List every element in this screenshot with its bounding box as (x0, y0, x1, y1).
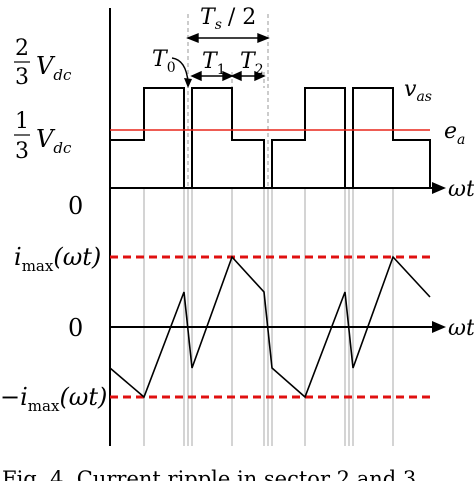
figure-caption: Fig. 4. Current ripple in sector 2 and 3… (2, 467, 423, 481)
current-axis-arrow (432, 321, 446, 333)
two-thirds-vdc-label: 2 3 Vdc (14, 36, 72, 90)
zero-top-label: 0 (68, 192, 83, 220)
ea-label: ea (444, 119, 465, 148)
t0-pointer-head (184, 78, 192, 88)
svg-text:3: 3 (15, 139, 29, 164)
t2-label: T2 (240, 49, 264, 78)
vas-waveform (110, 87, 431, 189)
t1-label: T1 (202, 49, 226, 78)
omega-t-top-label: ωt (448, 177, 474, 202)
vas-label: vas (404, 77, 432, 105)
t1-bracket (190, 70, 234, 82)
svg-text:Vdc: Vdc (36, 125, 72, 157)
one-third-vdc-label: 1 3 Vdc (14, 109, 72, 164)
t0-label: T0 (152, 47, 176, 76)
svg-text:3: 3 (15, 65, 29, 90)
svg-text:1: 1 (15, 109, 29, 134)
ts-half-bracket (186, 32, 270, 44)
omega-t-mid-label: ωt (448, 316, 474, 341)
grid-lines (143, 188, 394, 446)
svg-text:2: 2 (15, 36, 29, 61)
svg-text:Vdc: Vdc (36, 52, 72, 84)
ts-guides (187, 14, 269, 188)
zero-mid-label: 0 (68, 314, 83, 342)
t2-bracket (230, 70, 266, 82)
neg-imax-label: −imax(ωt) (0, 383, 107, 415)
imax-label: imax(ωt) (14, 243, 101, 275)
current-ripple (109, 255, 431, 399)
voltage-axis-arrow (432, 182, 446, 194)
ts-half-label: Ts/ 2 (200, 5, 256, 33)
